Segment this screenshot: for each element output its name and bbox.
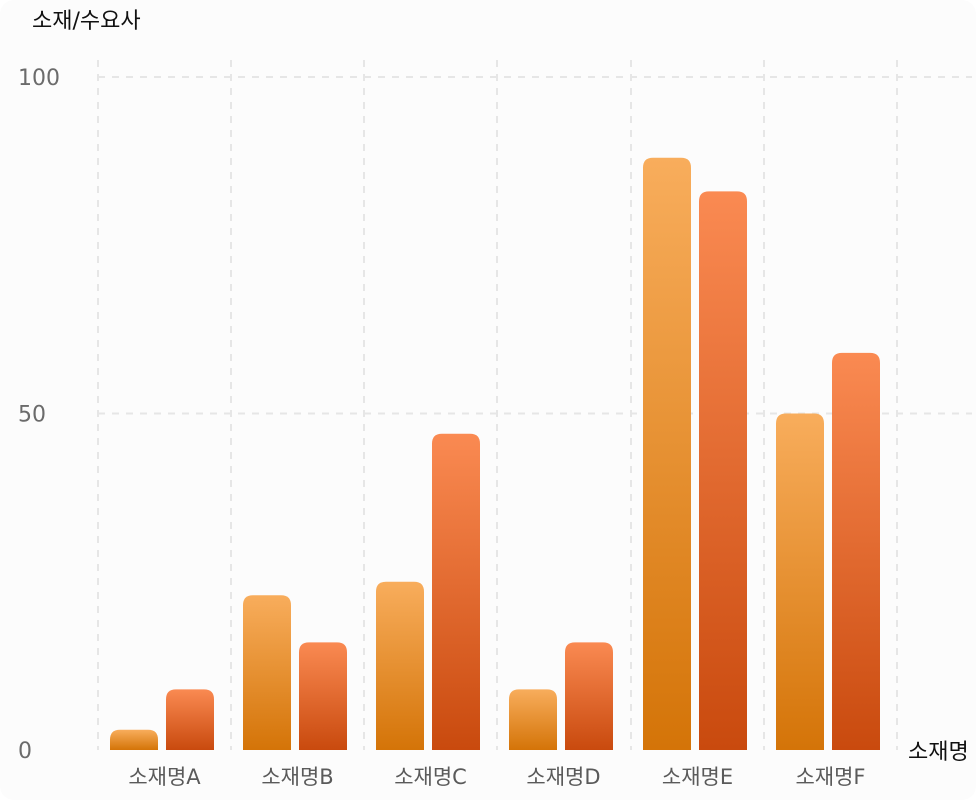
y-axis-title: 소재/수요사 [32, 9, 141, 34]
bar-series2-1 [299, 642, 347, 750]
bar-series1-1 [243, 595, 291, 750]
bar-series1-4 [643, 157, 691, 750]
bar-series1-2 [376, 581, 424, 750]
x-tick-label: 소재명B [261, 765, 333, 789]
bar-series1-3 [509, 689, 557, 750]
x-axis-title: 소재명 [908, 740, 969, 765]
y-tick-label: 100 [18, 66, 60, 91]
y-tick-label: 50 [18, 403, 46, 428]
x-tick-label: 소재명C [394, 765, 467, 789]
bar-series1-0 [110, 729, 158, 750]
x-axis-ticks: 소재명A 소재명B 소재명C 소재명D 소재명E 소재명F [128, 765, 865, 789]
x-tick-label: 소재명A [128, 765, 201, 789]
bar-series2-0 [166, 689, 214, 750]
grid [97, 60, 972, 750]
bar-series2-2 [432, 433, 480, 750]
bar-series2-4 [699, 191, 747, 750]
x-tick-label: 소재명E [662, 765, 733, 789]
bar-series2-3 [565, 642, 613, 750]
bar-series2-5 [832, 352, 880, 750]
x-tick-label: 소재명D [526, 765, 600, 789]
y-tick-label: 0 [18, 739, 32, 764]
x-tick-label: 소재명F [795, 765, 865, 789]
bars [110, 157, 880, 750]
bar-series1-5 [776, 413, 824, 750]
y-axis-ticks: 0 50 100 [18, 66, 60, 764]
